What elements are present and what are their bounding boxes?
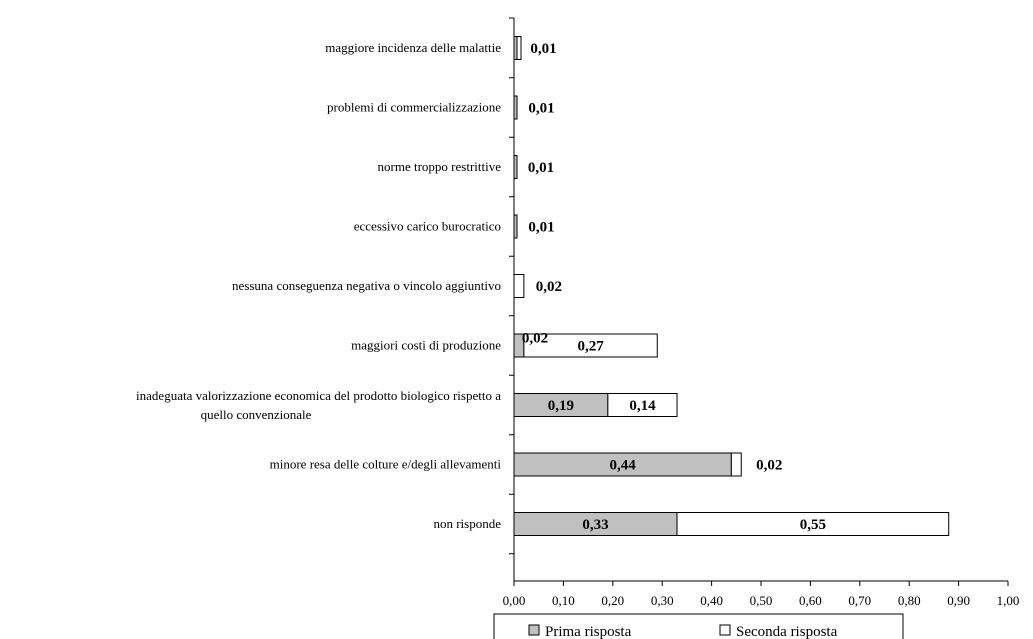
data-label-seconda: 0,14 <box>629 398 656 414</box>
legend-box <box>493 613 904 639</box>
category-label: maggiore incidenza delle malattie <box>325 40 501 55</box>
data-label-seconda: 0,01 <box>528 101 554 117</box>
bar-seconda-risposta <box>516 36 522 60</box>
x-tick-label: 0,80 <box>898 593 921 608</box>
category-label: minore resa delle colture e/degli alleva… <box>270 457 502 472</box>
bar-seconda-risposta <box>513 274 525 298</box>
legend-label-seconda: Seconda risposta <box>736 624 838 639</box>
x-tick-label: 0,20 <box>601 593 624 608</box>
category-label: problemi di commercializzazione <box>327 100 501 115</box>
bar-seconda-risposta <box>523 333 658 358</box>
bars <box>513 36 950 536</box>
x-tick-label: 0,90 <box>947 593 970 608</box>
category-label: maggiori costi di produzione <box>351 338 501 353</box>
data-label-seconda: 0,01 <box>528 220 554 236</box>
category-label: inadeguata valorizzazione economica del … <box>136 388 501 422</box>
bar-seconda-risposta <box>607 393 678 417</box>
bar-seconda-risposta <box>676 512 950 536</box>
axes: 0,00 0,10 0,20 0,30 0,40 0,50 0,60 0,70 0,80 0,90… <box>503 17 1020 608</box>
data-label-prima: 0,02 <box>522 331 548 347</box>
data-label-seconda: 0,27 <box>577 339 604 355</box>
x-tick-label: 0,70 <box>848 593 871 608</box>
category-label: norme troppo restrittive <box>378 159 502 174</box>
data-label-seconda: 0,02 <box>536 279 562 295</box>
data-label-seconda: 0,02 <box>756 458 782 474</box>
data-label-prima: 0,19 <box>548 398 574 414</box>
legend-swatch-prima <box>528 624 540 636</box>
data-labels: 0,01 0,01 0,01 0,01 0,02 0,02 0,27 0,19 0,14 0,44… <box>522 41 826 533</box>
data-label-seconda: 0,01 <box>528 160 554 176</box>
x-tick-label: 0,40 <box>700 593 723 608</box>
x-tick-label: 0,50 <box>750 593 773 608</box>
data-label-prima: 0,33 <box>582 517 608 533</box>
category-label: nessuna conseguenza negativa o vincolo a… <box>232 278 501 293</box>
legend-swatch-seconda <box>719 624 731 636</box>
category-label-line: quello convenzionale <box>201 407 312 422</box>
data-label-prima: 0,44 <box>610 458 637 474</box>
data-label-seconda: 0,01 <box>530 41 556 57</box>
x-tick-label: 0,10 <box>552 593 575 608</box>
category-label-line: inadeguata valorizzazione economica del … <box>136 388 501 403</box>
category-label: non risponde <box>433 516 501 531</box>
x-tick-label: 1,00 <box>997 593 1020 608</box>
data-label-seconda: 0,55 <box>800 517 826 533</box>
category-label: eccessivo carico burocratico <box>354 219 501 234</box>
x-tick-label: 0,60 <box>799 593 822 608</box>
legend-label-prima: Prima risposta <box>545 624 632 639</box>
x-tick-label: 0,30 <box>651 593 674 608</box>
x-tick-label: 0,00 <box>503 593 526 608</box>
bar-seconda-risposta <box>730 452 742 477</box>
category-labels: maggiore incidenza delle malattie problem… <box>136 40 501 531</box>
legend: Prima risposta Seconda risposta <box>493 613 904 639</box>
